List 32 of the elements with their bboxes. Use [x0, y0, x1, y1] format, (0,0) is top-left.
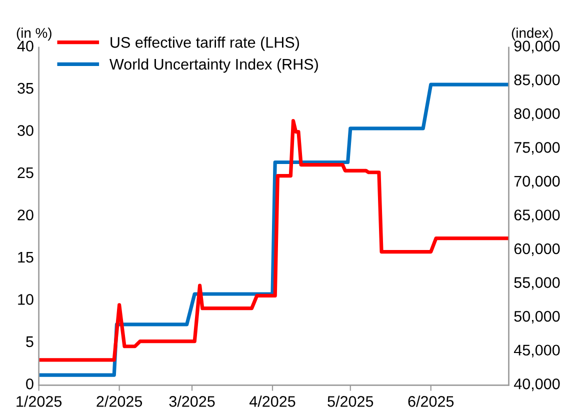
y-tick-label: 10: [18, 294, 34, 305]
y2-tick-label: 65,000: [514, 210, 560, 222]
y2-tick-label: 55,000: [514, 277, 560, 290]
y2-tick-label: 60,000: [514, 243, 560, 256]
y-tick-label: 30: [18, 125, 34, 136]
y-tick-label: 40: [17, 40, 34, 52]
y-tick-label: 35: [18, 82, 34, 94]
x-tick-label: 6/2025: [408, 396, 454, 407]
y2-tick-label: 70,000: [514, 176, 560, 188]
x-tick-label: 5/2025: [328, 396, 374, 407]
y-tick-label: 25: [18, 167, 34, 178]
y2-tick-label: 45,000: [514, 344, 560, 358]
y2-tick-label: 90,000: [514, 40, 560, 54]
line-series: [38, 119, 509, 362]
y-tick-label: 15: [18, 252, 34, 263]
y2-tick-label: 50,000: [514, 310, 560, 324]
x-tick-label: 2/2025: [96, 396, 142, 407]
legend-label: World Uncertainty Index (RHS): [110, 58, 318, 73]
y2-tick-label: 75,000: [514, 142, 560, 155]
x-tick-label: 4/2025: [249, 396, 296, 407]
y2-tick-label: 80,000: [514, 108, 560, 121]
y2-axis-title: (index): [512, 28, 553, 41]
x-tick-label: 1/2025: [16, 396, 62, 407]
legend-label: US effective tariff rate (LHS): [110, 36, 300, 51]
y2-tick-label: 85,000: [514, 74, 560, 88]
y2-tick-label: 40,000: [514, 378, 560, 392]
y-tick-label: 5: [26, 336, 34, 348]
x-tick-label: 3/2025: [169, 396, 215, 407]
y-tick-label: 20: [18, 210, 34, 220]
y-tick-label: 0: [26, 378, 34, 390]
y-axis-title: (in %): [16, 28, 52, 41]
line-series: [38, 82, 509, 377]
